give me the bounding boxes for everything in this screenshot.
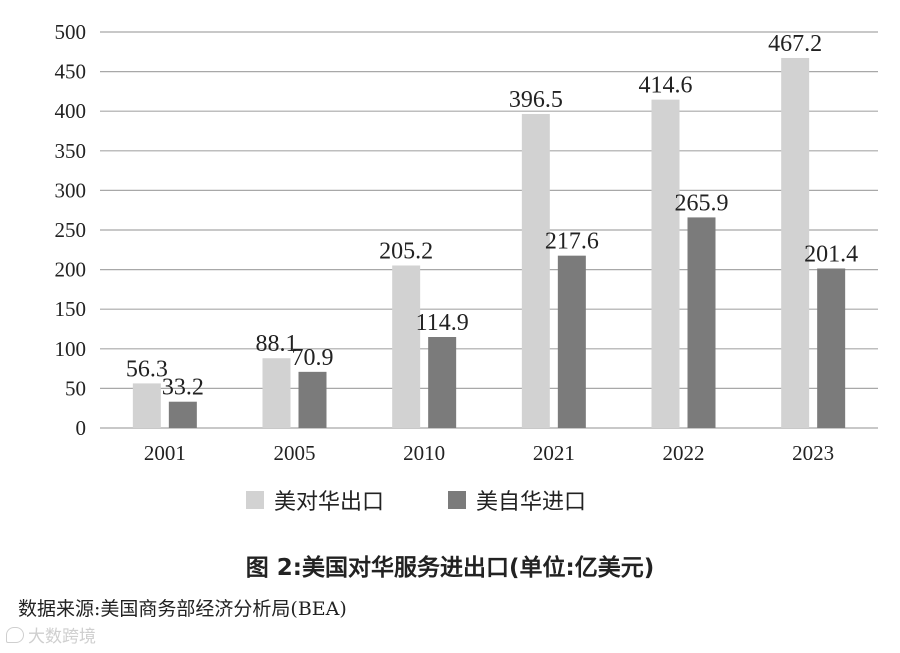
bar-import xyxy=(428,336,457,428)
figure-caption: 图 2:美国对华服务进出口(单位:亿美元) xyxy=(245,555,655,581)
data-label: 217.6 xyxy=(545,229,599,255)
y-tick-label: 100 xyxy=(55,337,87,361)
bar-import xyxy=(298,371,327,428)
y-tick-label: 200 xyxy=(55,258,87,282)
bar-export xyxy=(392,265,421,428)
bar-chart: 0 50 100 150 200 250 300 350 400 450 500 56.333.2 20… xyxy=(55,20,878,465)
data-label: 56.3 xyxy=(126,356,168,382)
bar-export xyxy=(651,99,680,428)
data-label: 114.9 xyxy=(416,310,469,336)
legend-item-import: 美自华进口 xyxy=(448,484,586,516)
data-label: 88.1 xyxy=(256,331,298,357)
bar-import xyxy=(557,255,586,428)
y-tick-label: 350 xyxy=(55,139,87,163)
legend: 美对华出口 美自华进口 xyxy=(246,484,586,516)
legend-label-import: 美自华进口 xyxy=(476,490,587,515)
bar-export xyxy=(521,113,550,429)
data-label: 201.4 xyxy=(804,241,858,267)
data-label: 33.2 xyxy=(162,375,204,401)
bar-export xyxy=(262,358,291,428)
bar-export xyxy=(781,57,810,428)
data-label: 265.9 xyxy=(675,190,729,216)
y-tick-label: 450 xyxy=(55,60,87,84)
y-tick-label: 150 xyxy=(55,297,87,321)
x-tick-label: 2021 xyxy=(533,441,575,465)
legend-swatch-export xyxy=(246,491,264,509)
chat-bubble-icon xyxy=(6,626,24,643)
bar-import xyxy=(687,217,716,428)
bar-import xyxy=(817,268,846,428)
x-tick-label: 2010 xyxy=(403,441,445,465)
y-tick-label: 50 xyxy=(65,376,86,400)
y-tick-label: 500 xyxy=(55,20,87,44)
data-label: 467.2 xyxy=(768,31,822,57)
y-tick-label: 0 xyxy=(76,416,87,440)
x-tick-label: 2005 xyxy=(274,441,316,465)
y-tick-label: 400 xyxy=(55,99,87,123)
legend-item-export: 美对华出口 xyxy=(246,484,384,516)
source-note: 数据来源:美国商务部经济分析局(BEA) xyxy=(18,598,347,620)
bar-import xyxy=(168,401,197,428)
watermark-text: 大数跨境 xyxy=(28,627,96,647)
data-label: 396.5 xyxy=(509,87,563,113)
y-tick-label: 250 xyxy=(55,218,87,242)
x-tick-label: 2023 xyxy=(792,441,834,465)
data-label: 205.2 xyxy=(379,238,433,264)
legend-label-export: 美对华出口 xyxy=(274,490,385,515)
x-tick-label: 2022 xyxy=(663,441,705,465)
y-tick-label: 300 xyxy=(55,178,87,202)
legend-swatch-import xyxy=(448,491,467,509)
bar-export xyxy=(132,383,161,428)
data-label: 414.6 xyxy=(639,73,693,99)
data-label: 70.9 xyxy=(292,345,334,371)
x-tick-label: 2001 xyxy=(144,441,186,465)
watermark: 大数跨境 xyxy=(6,622,96,647)
